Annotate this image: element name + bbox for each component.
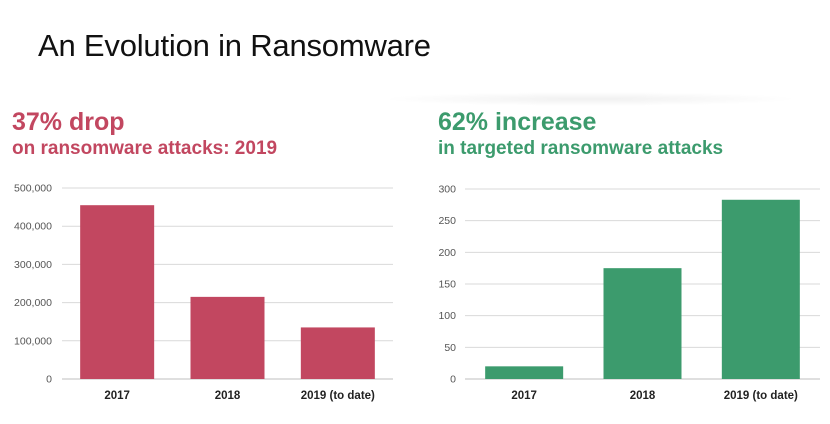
bar-chart-targeted-attacks: 0 50 100 150 200 250 300 2017 2018 2019 (to date) <box>438 184 820 402</box>
y-tick-label: 300 <box>438 184 456 196</box>
y-tick-label: 150 <box>438 279 456 291</box>
y-tick-label: 300,000 <box>14 259 52 271</box>
y-tick-label: 250 <box>438 215 456 227</box>
x-category-label: 2019 (to date) <box>301 390 375 402</box>
bar-2018 <box>603 268 682 379</box>
bar-2017 <box>485 366 564 379</box>
y-tick-label: 100,000 <box>14 335 52 347</box>
page-title: An Evolution in Ransomware <box>38 28 431 63</box>
y-tick-label: 200,000 <box>14 297 52 309</box>
y-tick-label: 100 <box>438 310 456 322</box>
y-tick-label: 200 <box>438 247 456 259</box>
headline-drop: 37% drop <box>12 108 125 136</box>
y-tick-label: 50 <box>444 342 456 354</box>
x-category-label: 2019 (to date) <box>724 390 798 402</box>
bar-2017 <box>80 205 155 379</box>
decorative-shadow <box>380 92 800 106</box>
panel-ransomware-attacks: 37% drop on ransomware attacks: 2019 0 10… <box>0 100 410 424</box>
subline-drop: on ransomware attacks: 2019 <box>12 138 278 159</box>
bar-chart-ransomware-attacks: 0 100,000 200,000 300,000 400,000 500,000 2017… <box>14 183 393 402</box>
subline-increase: in targeted ransomware attacks <box>438 138 724 159</box>
headline-increase: 62% increase <box>438 108 597 136</box>
y-tick-label: 500,000 <box>14 183 52 195</box>
y-tick-label: 400,000 <box>14 221 52 233</box>
y-tick-label: 0 <box>450 374 456 386</box>
x-category-label: 2018 <box>630 390 656 402</box>
x-category-label: 2018 <box>215 390 241 402</box>
bar-2019-to-date <box>721 199 800 379</box>
x-category-label: 2017 <box>104 390 130 402</box>
bar-2018 <box>190 296 265 379</box>
panel-targeted-attacks: 62% increase in targeted ransomware atta… <box>410 100 830 424</box>
bar-2019-to-date <box>300 327 375 379</box>
x-category-label: 2017 <box>511 390 537 402</box>
y-tick-label: 0 <box>46 374 52 386</box>
